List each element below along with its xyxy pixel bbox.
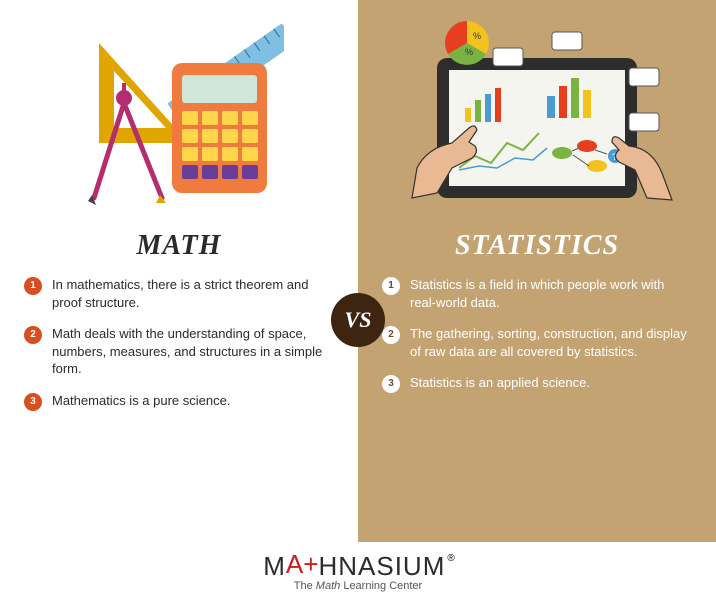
registered-mark: ®: [447, 553, 454, 564]
vs-badge: VS: [331, 293, 385, 347]
bullet-number: 3: [382, 375, 400, 393]
math-column: MATH 1 In mathematics, there is a strict …: [0, 0, 358, 542]
point-text: Statistics is an applied science.: [410, 374, 590, 392]
stats-points: 1 Statistics is a field in which people w…: [382, 276, 692, 407]
stats-illustration: % %: [382, 18, 692, 218]
point-text: Statistics is a field in which people wo…: [410, 276, 692, 311]
bullet-number: 1: [382, 277, 400, 295]
stats-heading: STATISTICS: [382, 230, 692, 262]
point-text: The gathering, sorting, construction, an…: [410, 325, 692, 360]
point-text: In mathematics, there is a strict theore…: [52, 276, 334, 311]
brand-plus: A+: [286, 549, 319, 580]
math-point-3: 3 Mathematics is a pure science.: [24, 392, 334, 411]
math-tools-svg: [74, 23, 284, 213]
math-point-1: 1 In mathematics, there is a strict theor…: [24, 276, 334, 311]
tagline-post: Learning Center: [340, 580, 422, 592]
bullet-number: 1: [24, 277, 42, 295]
brand-tagline: The Math Learning Center: [294, 580, 422, 592]
stats-point-1: 1 Statistics is a field in which people w…: [382, 276, 692, 311]
columns: MATH 1 In mathematics, there is a strict …: [0, 0, 716, 542]
tablet-dashboard-svg: % %: [397, 18, 677, 218]
brand-post: HNASIUM: [318, 551, 445, 582]
stats-point-2: 2 The gathering, sorting, construction, a…: [382, 325, 692, 360]
math-illustration: [24, 18, 334, 218]
stats-point-3: 3 Statistics is an applied science.: [382, 374, 692, 393]
svg-text:%: %: [465, 47, 473, 57]
tagline-pre: The: [294, 580, 316, 592]
math-point-2: 2 Math deals with the understanding of sp…: [24, 325, 334, 378]
point-text: Math deals with the understanding of spa…: [52, 325, 334, 378]
bullet-number: 2: [24, 326, 42, 344]
footer: MA+HNASIUM® The Math Learning Center: [0, 542, 716, 600]
bullet-number: 3: [24, 393, 42, 411]
tagline-em: Math: [316, 580, 340, 592]
statistics-column: % %: [358, 0, 716, 542]
infographic: MATH 1 In mathematics, there is a strict …: [0, 0, 716, 600]
brand-logo: MA+HNASIUM®: [263, 551, 452, 582]
math-heading: MATH: [24, 230, 334, 262]
bullet-number: 2: [382, 326, 400, 344]
point-text: Mathematics is a pure science.: [52, 392, 230, 410]
math-points: 1 In mathematics, there is a strict theor…: [24, 276, 334, 425]
brand-pre: M: [263, 551, 286, 582]
svg-text:%: %: [473, 31, 481, 41]
